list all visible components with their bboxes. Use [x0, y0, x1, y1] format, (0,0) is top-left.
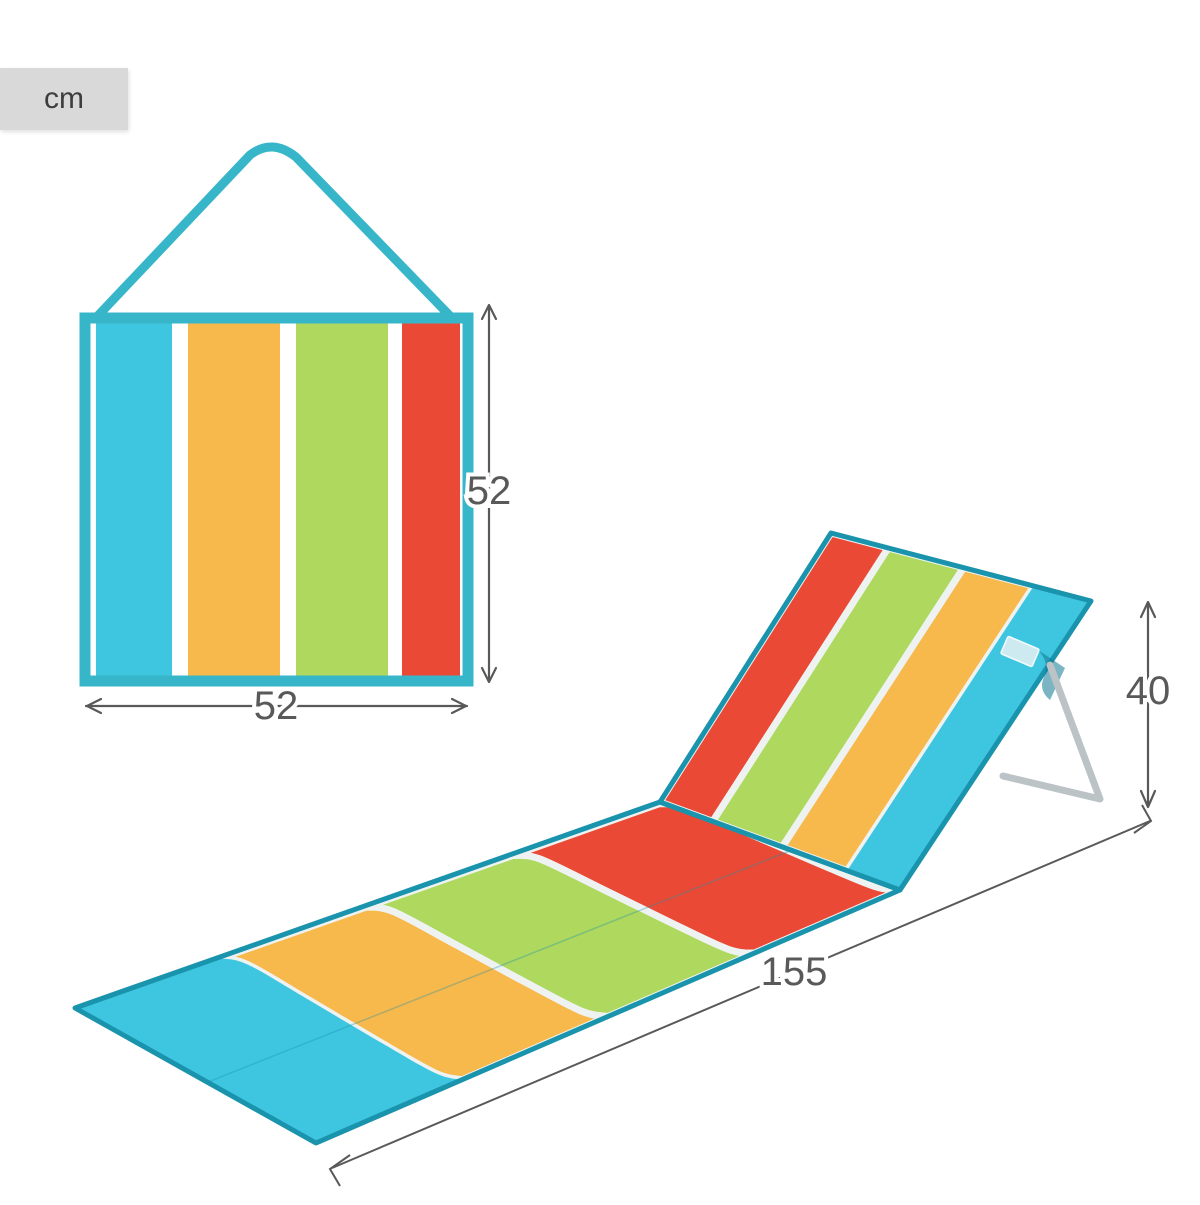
svg-text:155: 155: [761, 950, 828, 994]
svg-text:40: 40: [1126, 669, 1171, 713]
svg-text:52: 52: [467, 469, 512, 513]
svg-text:52: 52: [254, 684, 299, 728]
